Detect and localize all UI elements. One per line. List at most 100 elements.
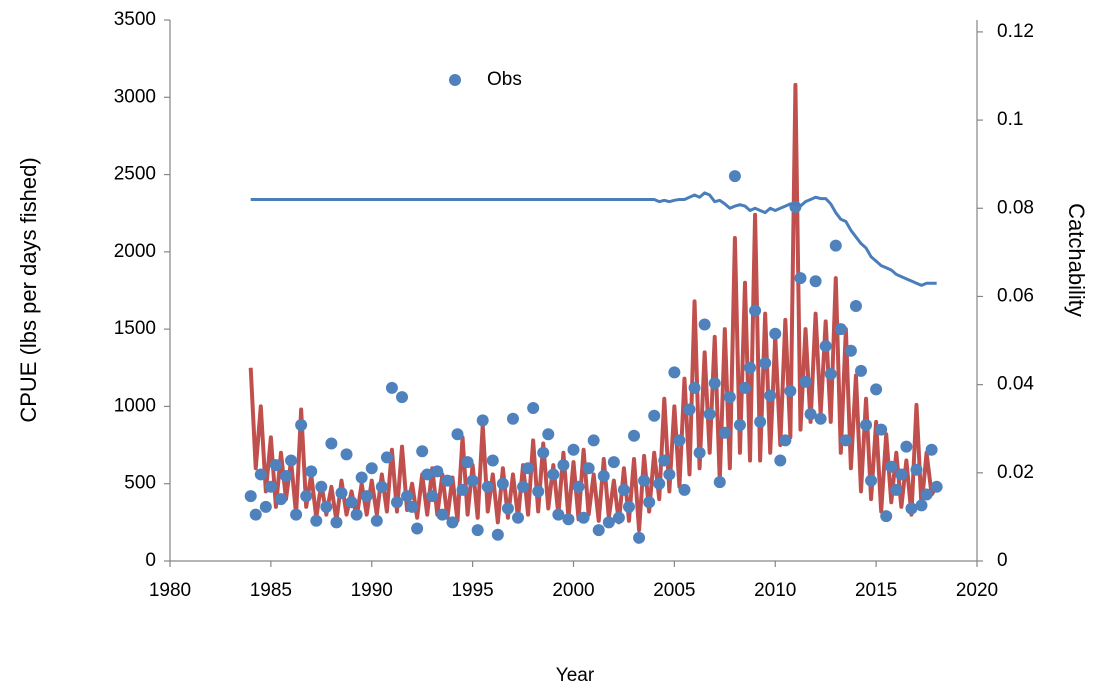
y2-tick-label: 0.08	[997, 197, 1034, 218]
point	[320, 500, 333, 513]
point	[633, 531, 646, 544]
point	[305, 465, 318, 478]
line	[248, 82, 939, 533]
x-tick-label: 2010	[754, 580, 796, 601]
point	[653, 477, 666, 490]
point	[698, 318, 711, 331]
point	[769, 327, 782, 340]
point	[486, 454, 499, 467]
point	[310, 514, 323, 527]
y2-tick-label: 0.12	[997, 21, 1034, 42]
point	[713, 476, 726, 489]
point	[390, 496, 403, 509]
point	[754, 415, 767, 428]
point	[436, 508, 449, 521]
point	[481, 480, 494, 493]
point	[491, 528, 504, 541]
point	[920, 488, 933, 501]
point	[638, 474, 651, 487]
point	[844, 344, 857, 357]
point	[784, 384, 797, 397]
y2-tick-label: 0.04	[997, 374, 1034, 395]
point	[915, 499, 928, 512]
point	[567, 443, 580, 456]
point	[406, 500, 419, 513]
point	[557, 459, 570, 472]
point	[274, 493, 287, 506]
point	[582, 462, 595, 475]
point	[703, 408, 716, 421]
point	[895, 468, 908, 481]
point	[678, 483, 691, 496]
point	[885, 460, 898, 473]
point	[683, 403, 696, 416]
point	[330, 516, 343, 529]
point	[380, 451, 393, 464]
point	[880, 510, 893, 523]
point	[693, 446, 706, 459]
point	[925, 443, 938, 456]
point	[285, 454, 298, 467]
point	[597, 469, 610, 482]
point	[607, 456, 620, 469]
x-tick-label: 1980	[149, 580, 191, 601]
point	[466, 474, 479, 487]
point	[345, 496, 358, 509]
point	[612, 511, 625, 524]
point	[688, 381, 701, 394]
point	[360, 490, 373, 503]
point	[325, 437, 338, 450]
point	[728, 170, 741, 183]
y2-tick-label: 0	[997, 550, 1008, 571]
point	[471, 524, 484, 537]
point	[834, 323, 847, 336]
y-tick-label: 500	[124, 473, 156, 494]
point	[537, 446, 550, 459]
point	[602, 516, 615, 529]
point	[779, 434, 792, 447]
point	[708, 377, 721, 390]
point	[824, 367, 837, 380]
point	[280, 469, 293, 482]
point	[658, 454, 671, 467]
point	[416, 445, 429, 458]
point	[552, 508, 565, 521]
y2-tick-label: 0.1	[997, 109, 1023, 130]
point	[532, 485, 545, 498]
point	[764, 389, 777, 402]
y-tick-label: 0	[145, 550, 156, 571]
y-tick-label: 2000	[114, 241, 156, 262]
point	[300, 490, 313, 503]
y2-tick-label: 0.06	[997, 285, 1034, 306]
point	[290, 508, 303, 521]
point	[860, 418, 873, 431]
point	[628, 429, 641, 442]
point	[663, 468, 676, 481]
point	[522, 462, 535, 475]
point	[733, 418, 746, 431]
point	[254, 468, 267, 481]
y2-axis-label: Catchability	[1064, 203, 1089, 317]
point	[441, 474, 454, 487]
point	[617, 483, 630, 496]
point	[587, 434, 600, 447]
point	[527, 401, 540, 414]
point	[244, 490, 257, 503]
x-tick-label: 2000	[552, 580, 594, 601]
point	[839, 434, 852, 447]
point	[264, 480, 277, 493]
y2-tick-label: 0.02	[997, 462, 1034, 483]
x-tick-label: 2015	[855, 580, 897, 601]
point	[814, 412, 827, 425]
point	[648, 409, 661, 422]
x-tick-label: 2020	[956, 580, 998, 601]
point	[269, 459, 282, 472]
point	[875, 423, 888, 436]
x-axis-label: Year	[556, 665, 595, 686]
point	[476, 414, 489, 427]
point	[355, 471, 368, 484]
y-axis-label: CPUE (lbs per days fished)	[16, 157, 41, 422]
point	[865, 474, 878, 487]
point	[426, 490, 439, 503]
y-tick-label: 3500	[114, 9, 156, 30]
